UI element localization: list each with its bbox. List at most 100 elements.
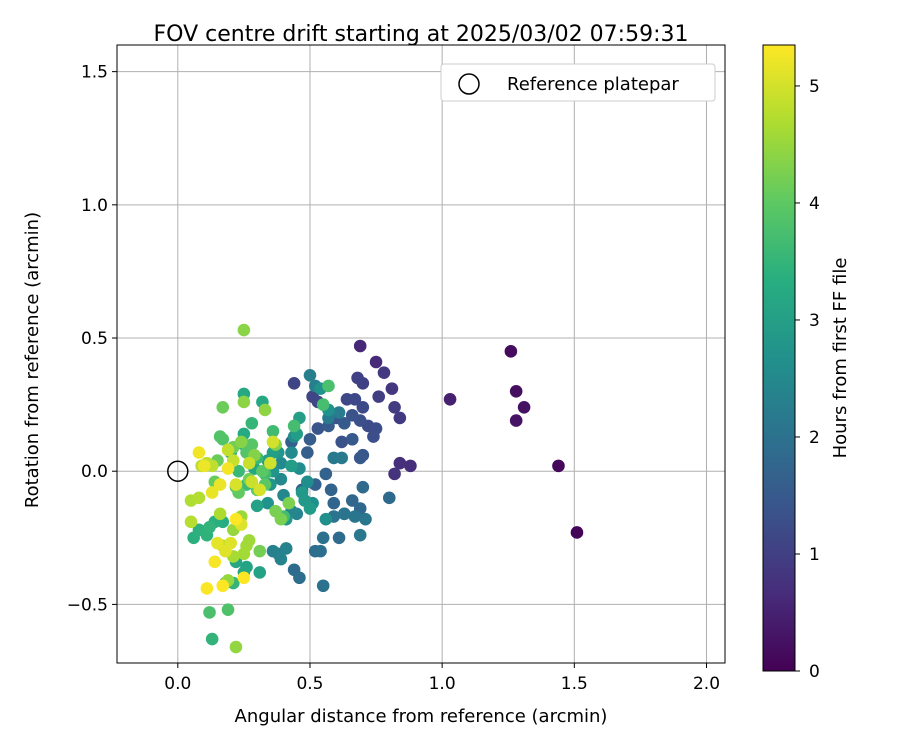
x-tick-label: 2.0 (693, 674, 720, 694)
data-point (351, 371, 364, 385)
y-axis-label: Rotation from reference (arcmin) (22, 212, 43, 508)
data-point (274, 456, 288, 470)
data-point (197, 459, 211, 473)
data-point (345, 408, 359, 422)
data-point (393, 456, 407, 470)
data-point (377, 366, 391, 379)
y-tick-label: 0.0 (81, 462, 108, 482)
y-axis-ticks: −0.5 0.0 0.5 1.0 1.5 (67, 63, 117, 615)
data-point (369, 355, 383, 369)
data-point (316, 398, 330, 411)
data-point (314, 544, 327, 558)
reference-marker (167, 460, 189, 482)
data-point (301, 475, 314, 489)
data-point (203, 606, 216, 619)
data-point (388, 467, 401, 481)
colorbar-tick-label: 0 (809, 662, 820, 682)
data-point (266, 435, 280, 449)
data-point (274, 552, 288, 566)
data-point (443, 392, 457, 406)
data-point (253, 544, 267, 558)
colorbar-tick-label: 4 (809, 194, 820, 214)
data-point (184, 515, 198, 529)
data-point (216, 400, 230, 414)
data-point (311, 422, 325, 435)
colorbar-ticks: 0 1 2 3 4 5 (795, 77, 820, 682)
data-point (221, 462, 235, 475)
data-point (213, 507, 227, 521)
data-point (266, 424, 280, 438)
data-point (345, 432, 359, 446)
data-point (324, 483, 338, 497)
data-point (353, 339, 367, 353)
y-tick-label: 0.5 (81, 329, 108, 349)
data-point (338, 416, 351, 430)
legend-label: Reference platepar (507, 74, 679, 95)
data-point (332, 406, 346, 419)
data-point (285, 459, 298, 473)
colorbar-tick-label: 1 (809, 545, 820, 565)
data-point (229, 640, 243, 654)
data-point (256, 464, 269, 478)
data-point (242, 456, 256, 470)
data-point (200, 582, 214, 595)
data-point (216, 579, 230, 593)
data-point (348, 392, 362, 406)
data-point (504, 345, 518, 358)
data-point (287, 419, 301, 433)
data-point (253, 483, 267, 497)
data-point (372, 390, 386, 403)
data-point (517, 400, 531, 414)
data-point (229, 478, 243, 491)
data-point (237, 571, 251, 585)
data-point (205, 486, 219, 499)
data-point (552, 459, 565, 473)
data-point (274, 512, 288, 526)
data-point (287, 377, 301, 390)
y-tick-label: 1.5 (81, 63, 108, 83)
x-axis-ticks: 0.0 0.5 1.0 1.5 2.0 (164, 663, 720, 694)
data-point (316, 531, 330, 545)
y-tick-label: 1.0 (81, 196, 108, 216)
data-point (385, 382, 399, 395)
colorbar-tick-label: 2 (809, 428, 820, 448)
data-point (250, 499, 264, 513)
legend: Reference platepar (440, 63, 716, 102)
x-axis-label: Angular distance from reference (arcmin) (235, 706, 608, 727)
grid (117, 45, 725, 663)
y-tick-label: −0.5 (67, 595, 108, 615)
plot-frame (116, 44, 726, 664)
data-point (301, 446, 314, 459)
data-point (203, 520, 216, 534)
colorbar-label: Hours from first FF file (830, 258, 851, 459)
data-point (303, 369, 317, 382)
data-point (192, 446, 206, 459)
data-point (388, 400, 401, 414)
data-point (232, 464, 245, 478)
data-point (237, 395, 251, 409)
colorbar-tick-label: 5 (809, 77, 820, 97)
data-point (264, 456, 277, 470)
x-tick-label: 1.5 (561, 674, 588, 694)
data-point (359, 512, 372, 526)
colorbar: 0 1 2 3 4 5 Hours from first FF file (762, 44, 851, 682)
data-point (303, 432, 317, 446)
data-point (237, 323, 251, 337)
data-point (319, 467, 333, 481)
data-point (213, 478, 227, 491)
data-point (258, 403, 272, 417)
chart-title: FOV centre drift starting at 2025/03/02 … (154, 22, 689, 47)
data-point (316, 579, 330, 593)
data-point (393, 411, 407, 425)
data-point (404, 459, 417, 473)
x-tick-label: 0.5 (296, 674, 323, 694)
data-point (245, 416, 259, 430)
data-point (237, 547, 251, 561)
data-point (211, 536, 224, 550)
data-point (282, 496, 296, 510)
data-point (205, 632, 219, 646)
data-point (348, 510, 362, 523)
colorbar-gradient (762, 44, 796, 672)
data-point (353, 451, 367, 465)
